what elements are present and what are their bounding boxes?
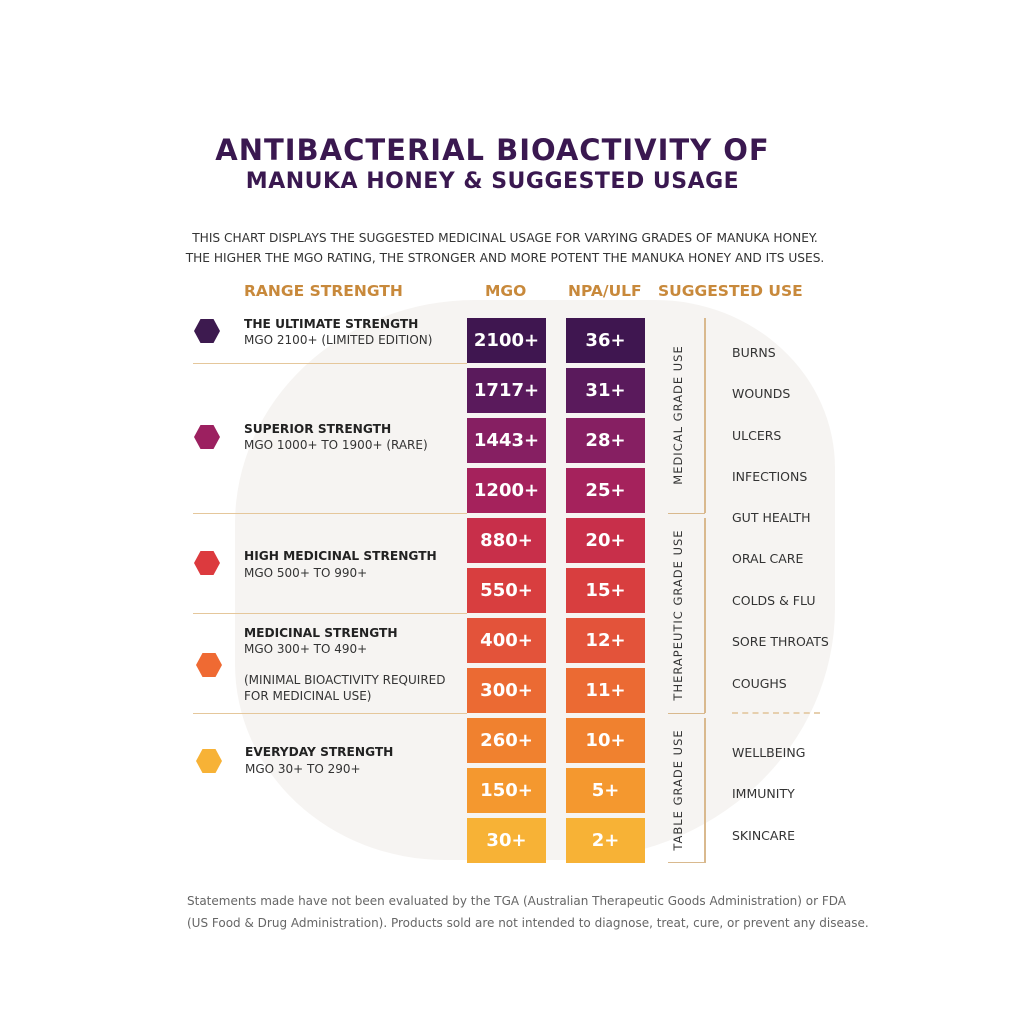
hexagon-icon [194, 551, 220, 575]
bracket-line [668, 513, 705, 514]
dashed-divider [732, 712, 820, 714]
use-item: SKINCARE [732, 828, 796, 843]
bracket-line [704, 718, 706, 863]
grade-label: THERAPEUTIC GRADE USE [671, 529, 685, 701]
range-note: (MINIMAL BIOACTIVITY REQUIRED [244, 673, 446, 687]
grade-label: TABLE GRADE USE [671, 729, 685, 851]
hexagon-icon [194, 425, 220, 449]
npa-cell: 5+ [566, 768, 645, 813]
npa-cell: 36+ [566, 318, 645, 363]
npa-cell: 10+ [566, 718, 645, 763]
grade-label: MEDICAL GRADE USE [671, 345, 685, 485]
mgo-cell: 1443+ [467, 418, 546, 463]
range-name: THE ULTIMATE STRENGTH [244, 317, 419, 331]
use-item: ORAL CARE [732, 551, 804, 566]
use-item: SORE THROATS [732, 634, 829, 649]
header-mgo: MGO [485, 282, 527, 300]
bracket-line [704, 518, 706, 713]
use-item: IMMUNITY [732, 786, 795, 801]
range-sub: MGO 2100+ (LIMITED EDITION) [244, 333, 433, 347]
mgo-cell: 1200+ [467, 468, 546, 513]
range-sub: MGO 30+ TO 290+ [245, 762, 361, 776]
npa-cell: 28+ [566, 418, 645, 463]
intro-line-1: THIS CHART DISPLAYS THE SUGGESTED MEDICI… [192, 231, 818, 245]
mgo-cell: 1717+ [467, 368, 546, 413]
use-item: WELLBEING [732, 745, 806, 760]
mgo-cell: 2100+ [467, 318, 546, 363]
bracket-line [668, 862, 705, 863]
npa-cell: 25+ [566, 468, 645, 513]
divider [193, 513, 467, 514]
range-sub: MGO 300+ TO 490+ [244, 642, 368, 656]
mgo-cell: 150+ [467, 768, 546, 813]
npa-cell: 12+ [566, 618, 645, 663]
use-item: BURNS [732, 345, 776, 360]
bracket-line [668, 713, 705, 714]
title-line-1: ANTIBACTERIAL BIOACTIVITY OF [215, 133, 770, 167]
title-line-2: MANUKA HONEY & SUGGESTED USAGE [245, 169, 740, 194]
mgo-cell: 260+ [467, 718, 546, 763]
bracket-line [704, 318, 706, 513]
range-name: HIGH MEDICINAL STRENGTH [244, 549, 437, 563]
range-name: MEDICINAL STRENGTH [244, 626, 398, 640]
mgo-cell: 30+ [467, 818, 546, 863]
use-item: COLDS & FLU [732, 593, 816, 608]
divider [193, 713, 467, 714]
use-item: INFECTIONS [732, 469, 808, 484]
intro-line-2: THE HIGHER THE MGO RATING, THE STRONGER … [185, 251, 825, 265]
npa-cell: 11+ [566, 668, 645, 713]
header-use: SUGGESTED USE [658, 282, 803, 300]
range-name: EVERYDAY STRENGTH [245, 745, 394, 759]
range-sub: MGO 500+ TO 990+ [244, 566, 368, 580]
npa-cell: 20+ [566, 518, 645, 563]
hexagon-icon [196, 749, 222, 773]
header-range: RANGE STRENGTH [244, 282, 403, 300]
divider [193, 363, 467, 364]
mgo-cell: 300+ [467, 668, 546, 713]
mgo-cell: 550+ [467, 568, 546, 613]
hexagon-icon [194, 319, 220, 343]
mgo-cell: 880+ [467, 518, 546, 563]
use-item: COUGHS [732, 676, 787, 691]
range-sub: MGO 1000+ TO 1900+ (RARE) [244, 438, 428, 452]
range-name: SUPERIOR STRENGTH [244, 422, 392, 436]
use-item: WOUNDS [732, 386, 791, 401]
hexagon-icon [196, 653, 222, 677]
footer-line-2: (US Food & Drug Administration). Product… [187, 916, 869, 930]
npa-cell: 31+ [566, 368, 645, 413]
header-npa: NPA/ULF [568, 282, 642, 300]
use-item: ULCERS [732, 428, 782, 443]
divider [193, 613, 467, 614]
use-item: GUT HEALTH [732, 510, 811, 525]
npa-cell: 15+ [566, 568, 645, 613]
footer-line-1: Statements made have not been evaluated … [187, 894, 846, 908]
range-note: FOR MEDICINAL USE) [244, 689, 372, 703]
mgo-cell: 400+ [467, 618, 546, 663]
npa-cell: 2+ [566, 818, 645, 863]
